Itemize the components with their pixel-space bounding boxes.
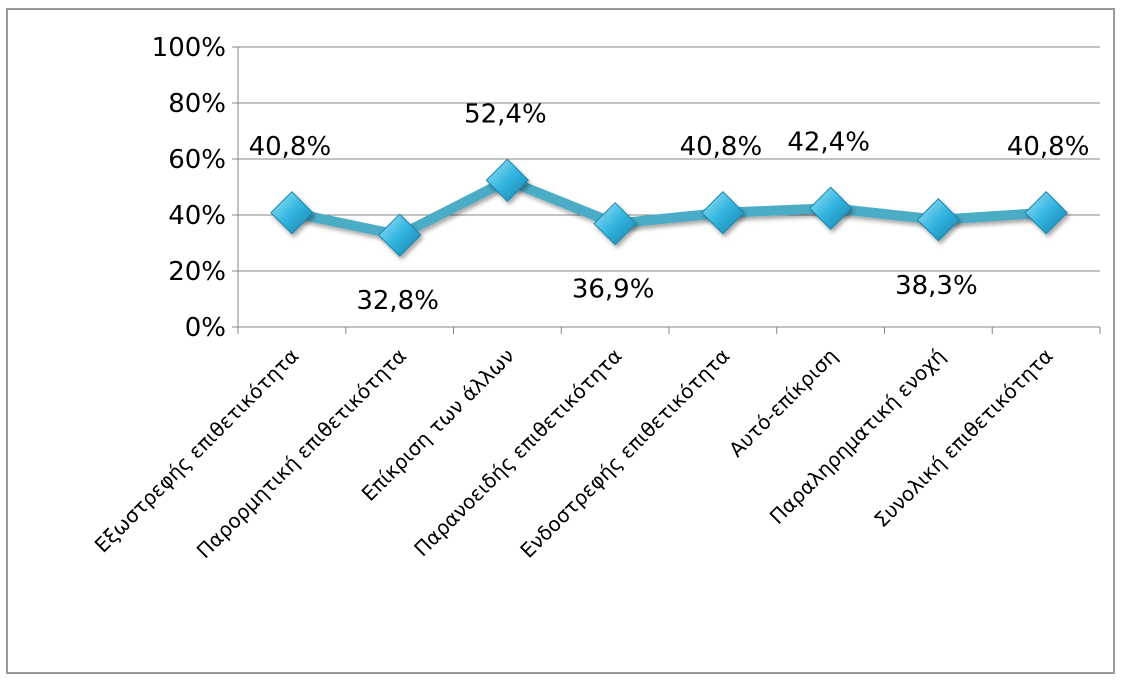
- data-labels: 40,8% 32,8% 52,4% 36,9% 40,8% 42,4% 38,3% 40,8%: [249, 99, 1090, 316]
- data-label: 42,4%: [787, 127, 870, 157]
- data-point-marker: [485, 158, 530, 202]
- data-label: 40,8%: [680, 132, 763, 162]
- series: [270, 158, 1068, 257]
- data-label: 32,8%: [356, 286, 439, 316]
- axes: [232, 46, 1101, 334]
- x-category-label: Συνολική επιθετικότητα: [869, 344, 1057, 532]
- y-tick-label: 100%: [152, 33, 226, 63]
- chart-frame: [6, 8, 1115, 674]
- y-tick-label: 80%: [168, 89, 226, 119]
- x-category-label: Ενδοστρεφής επιθετικότητα: [515, 344, 734, 563]
- x-category-label: Εξωστρεφής επιθετικότητα: [90, 344, 304, 558]
- data-label: 36,9%: [572, 275, 655, 305]
- data-label: 38,3%: [895, 271, 978, 301]
- y-tick-label: 40%: [168, 201, 226, 231]
- data-point-marker: [1024, 191, 1068, 235]
- data-point-marker: [593, 201, 637, 246]
- data-point-marker: [808, 186, 853, 230]
- data-point-marker: [701, 191, 745, 235]
- data-point-marker: [377, 213, 422, 257]
- x-category-label: Παρορμητική επιθετικότητα: [192, 344, 411, 563]
- gridlines: [238, 46, 1100, 272]
- y-tick-label: 20%: [168, 257, 226, 287]
- y-tick-label: 60%: [168, 145, 226, 175]
- data-label: 52,4%: [464, 99, 547, 129]
- y-tick-labels: 0% 20% 40% 60% 80% 100%: [152, 33, 226, 343]
- data-label: 40,8%: [1007, 132, 1090, 162]
- data-point-marker: [916, 198, 961, 242]
- x-category-label: Παραληρηματική ενοχή: [765, 344, 950, 529]
- x-category-label: Παρανοειδής επιθετικότητα: [409, 344, 626, 561]
- data-label: 40,8%: [249, 132, 332, 162]
- data-point-marker: [270, 191, 314, 235]
- x-category-label: Αυτό-επίκριση: [724, 344, 842, 462]
- y-tick-label: 0%: [185, 313, 226, 343]
